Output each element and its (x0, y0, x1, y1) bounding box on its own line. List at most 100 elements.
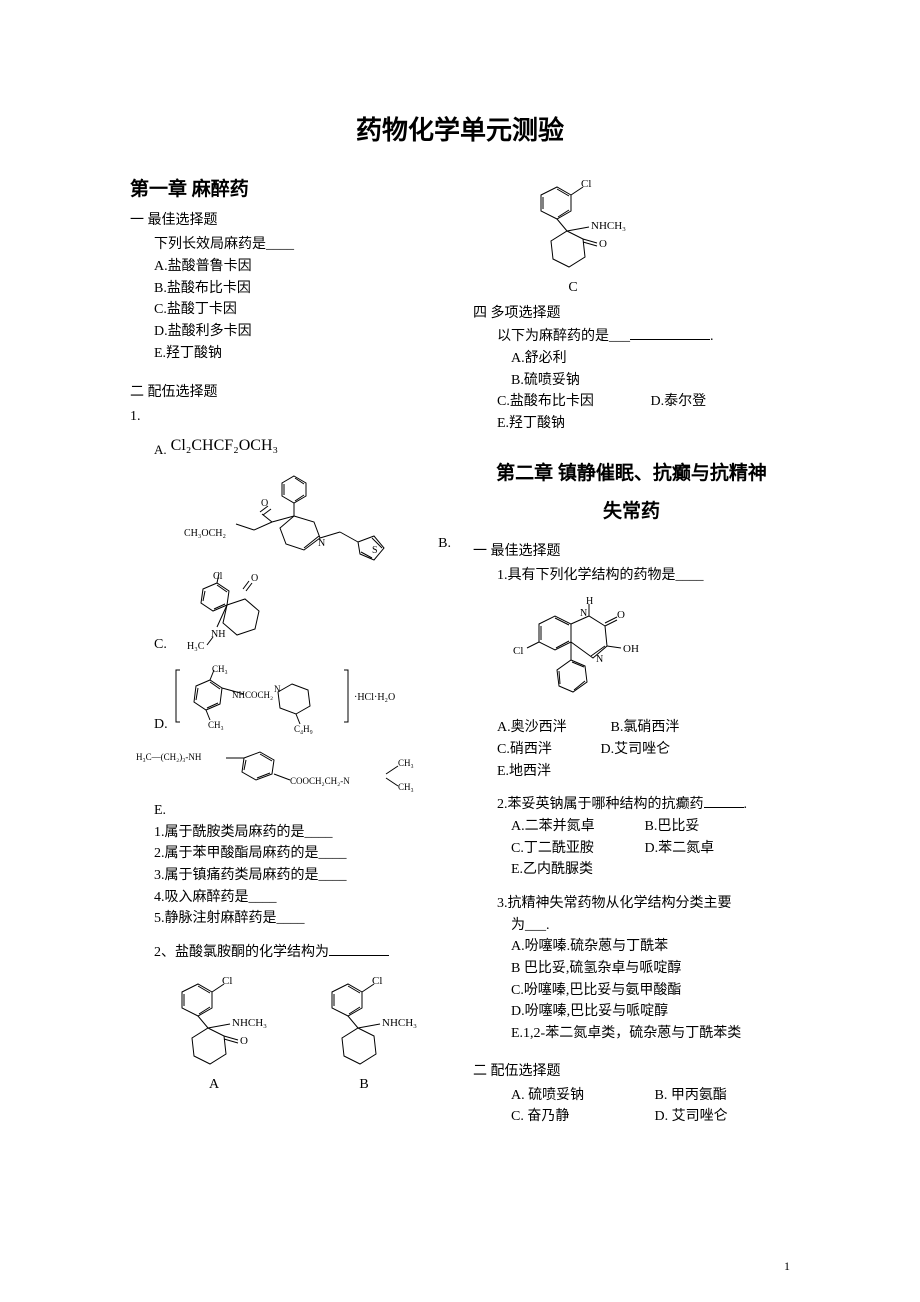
right-column: Cl NHCH₃ O C 四 多项选择题 以下为麻醉药的是___. A.舒必利 … (473, 175, 790, 1128)
ch2-q2-E: E.乙内酰脲类 (511, 859, 790, 881)
ch2-s2-A: A. 硫喷妥钠 (511, 1085, 651, 1107)
ch1-s1-optD: D.盐酸利多卡因 (154, 321, 447, 343)
ch2-q2-C: C.丁二酰亚胺 (511, 838, 641, 860)
optA-formula: Cl₂CHCF₂OCH₃ (171, 437, 278, 454)
structure-d-svg: CH₃ CH₃ NHCOCH₂ N C₄H₉ ·HCl·H₂O (174, 664, 404, 736)
optE-prefix: E. (154, 800, 447, 822)
optA-prefix: A. (154, 442, 167, 457)
ch1-s4-E: E.羟丁酸钠 (497, 413, 790, 435)
ch1-s1-optC: C.盐酸丁卡因 (154, 299, 447, 321)
blank-q2 (704, 794, 744, 808)
lbl-nhch3-b: NHCH₃ (382, 1017, 417, 1029)
ch1-s2-optE-structure: H₃C—(CH₂)₃-NH COOCH₂CH₂-N CH₃ CH₃ (134, 744, 447, 792)
ch1-s2-q1-3: 3.属于镇痛药类局麻药的是____ (154, 865, 447, 887)
ketamine-b-svg: Cl NHCH₃ (304, 972, 424, 1072)
lbl-o: O (261, 498, 268, 509)
ch1-s2-q1-4: 4.吸入麻醉药是____ (154, 887, 447, 909)
ch1-s2-q1-1: 1.属于酰胺类局麻药的是____ (154, 822, 447, 844)
ch2-q1-A: A.奥沙西泮 (497, 717, 607, 739)
lbl-salt-d: ·HCl·H₂O (354, 692, 395, 703)
blank-line (329, 942, 389, 956)
ch2-q1-C: C.硝西泮 (497, 739, 597, 761)
lbl-s: S (372, 545, 378, 556)
ketamine-c: Cl NHCH₃ O C (513, 175, 790, 299)
ch1-sec2-label: 二 配伍选择题 (130, 382, 447, 404)
lbl-ch3b-d: CH₃ (208, 720, 224, 730)
ch1-s4-D: D.泰尔登 (651, 391, 707, 413)
ch2-s2-B: B. 甲丙氨酯 (655, 1088, 727, 1103)
ch1-s4-B: B.硫喷妥钠 (511, 370, 651, 392)
ch2-q3-stem2: 为___. (511, 915, 790, 937)
ch1-s1-optB: B.盐酸布比卡因 (154, 278, 447, 300)
lbl-nhch3-a: NHCH₃ (232, 1017, 267, 1029)
ketamine-a: Cl NHCH₃ O A (154, 972, 274, 1096)
ch1-s1-stem: 下列长效局麻药是____ (154, 234, 447, 256)
ch1-s4-stem: 以下为麻醉药的是___. (497, 326, 790, 348)
s4-stem-text: 以下为麻醉药的是___ (497, 329, 630, 344)
page-number: 1 (784, 1259, 790, 1274)
ch1-sec4-label: 四 多项选择题 (473, 303, 790, 325)
ch1-s1-optA: A.盐酸普鲁卡因 (154, 256, 447, 278)
ch2-sec2-label: 二 配伍选择题 (473, 1061, 790, 1083)
ch1-sec1-label: 一 最佳选择题 (130, 210, 447, 232)
ch1-s2-q1num: 1. (130, 406, 447, 428)
ch2-q2-row1: A.二苯并氮卓 B.巴比妥 (511, 816, 790, 838)
ketamine-ab-row: Cl NHCH₃ O A (154, 972, 447, 1096)
chapter1-heading: 第一章 麻醉药 (130, 175, 447, 204)
label-a: A (154, 1074, 274, 1096)
lbl-ch3u-e: CH₃ (398, 758, 414, 768)
ch2-s2-C: C. 奋乃静 (511, 1106, 651, 1128)
lbl-ch3a-d: CH₃ (212, 664, 228, 674)
ch2-q1-row2: C.硝西泮 D.艾司唑仑 (497, 739, 790, 761)
ch2-q2-stem: 2.苯妥英钠属于哪种结构的抗癫药. (497, 794, 790, 816)
page-title: 药物化学单元测验 (130, 110, 790, 147)
ch2-q3-C: C.吩噻嗪,巴比妥与氨甲酸酯 (511, 980, 790, 1002)
blank-s4 (630, 326, 710, 340)
ch2-q1-E: E.地西泮 (497, 761, 790, 783)
left-column: 第一章 麻醉药 一 最佳选择题 下列长效局麻药是____ A.盐酸普鲁卡因 B.… (130, 175, 447, 1128)
lbl-left-e: H₃C—(CH₂)₃-NH (136, 752, 202, 762)
ch2-q2-row2: C.丁二酰亚胺 D.苯二氮卓 (511, 838, 790, 860)
structure-b-svg: CH₃OCH₂ O N S (154, 468, 404, 563)
q2-text: 2.苯妥英钠属于哪种结构的抗癫药 (497, 797, 704, 812)
chapter2-heading: 第二章 镇静催眠、抗癫与抗精神 失常药 (473, 455, 790, 531)
ch1-s2-q1-5: 5.静脉注射麻醉药是____ (154, 908, 447, 930)
lbl-ch3d-e: CH₃ (398, 782, 414, 792)
lbl-n: N (318, 538, 325, 549)
lbl-cl-a: Cl (222, 975, 232, 987)
ch2-q3-D: D.吩噻嗪,巴比妥与哌啶醇 (511, 1001, 790, 1023)
ch1-s2-q1-2: 2.属于苯甲酸酯局麻药的是____ (154, 843, 447, 865)
lbl-nhch3-cc: NHCH₃ (591, 220, 626, 232)
ketamine-c-svg: Cl NHCH₃ O (513, 175, 633, 275)
lbl-right-e: COOCH₂CH₂-N (290, 776, 350, 786)
ch2-q2-B: B.巴比妥 (645, 819, 700, 834)
lbl-o-cc: O (599, 238, 607, 250)
ch2-q2-D: D.苯二氮卓 (645, 841, 715, 856)
ch1-s4-A: A.舒必利 (511, 348, 651, 370)
ch1-s4-row1: A.舒必利 B.硫喷妥钠 (511, 348, 790, 391)
ch1-s2-q2: 2、盐酸氯胺酮的化学结构为 (154, 942, 447, 964)
oxazepam-structure: Cl H N O OH N (509, 594, 790, 709)
ketamine-b: Cl NHCH₃ B (304, 972, 424, 1096)
ch1-s2-optC-structure: C. Cl (154, 571, 447, 656)
lbl-n-d: N (274, 684, 281, 694)
ch2-l2: 失常药 (473, 493, 790, 531)
ch1-s2-optD-structure: D. (154, 664, 447, 736)
lbl-cl-ox: Cl (513, 645, 523, 657)
ch2-q2-A: A.二苯并氮卓 (511, 816, 641, 838)
lbl-nh-c: NH (211, 629, 225, 640)
ch2-s2-row1: A. 硫喷妥钠 B. 甲丙氨酯 (511, 1085, 790, 1107)
lbl-h3c-c: H₃C (187, 641, 205, 652)
ch2-l1: 第二章 镇静催眠、抗癫与抗精神 (473, 455, 790, 493)
lbl-o-c: O (251, 573, 258, 584)
ketamine-a-svg: Cl NHCH₃ O (154, 972, 274, 1072)
lbl-oh-ox: OH (623, 643, 639, 655)
lbl-cl-cc: Cl (581, 178, 591, 190)
ch1-s4-C: C.盐酸布比卡因 (497, 391, 647, 413)
lbl-n1-ox: N (580, 608, 587, 619)
lbl-o-ox: O (617, 609, 625, 621)
optC-prefix: C. (154, 634, 167, 656)
ch2-sec1-label: 一 最佳选择题 (473, 541, 790, 563)
label-c: C (513, 277, 633, 299)
ch1-s2-optB-structure: CH₃OCH₂ O N S B. (154, 468, 447, 563)
